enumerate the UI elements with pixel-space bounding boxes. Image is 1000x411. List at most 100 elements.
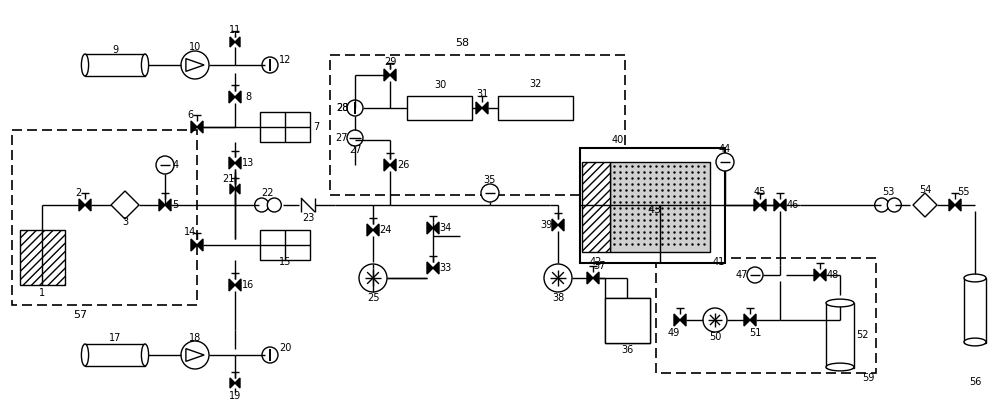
Text: 35: 35 (484, 175, 496, 185)
Text: 21: 21 (222, 174, 234, 184)
Text: 13: 13 (242, 158, 254, 168)
Polygon shape (390, 159, 396, 171)
Text: 26: 26 (397, 160, 409, 170)
Bar (964, 278, 986, 343)
Polygon shape (85, 199, 91, 211)
Text: 43: 43 (648, 205, 662, 215)
Ellipse shape (141, 344, 149, 366)
Text: 56: 56 (969, 377, 981, 387)
Text: 24: 24 (379, 225, 391, 235)
Text: 11: 11 (229, 25, 241, 35)
Text: 4: 4 (173, 160, 179, 170)
Text: 12: 12 (279, 55, 291, 65)
Polygon shape (235, 37, 240, 47)
Text: 44: 44 (719, 144, 731, 154)
Circle shape (747, 267, 763, 283)
Text: 51: 51 (749, 328, 761, 338)
Polygon shape (367, 224, 373, 236)
Bar (580, 148, 725, 263)
Text: 7: 7 (313, 122, 319, 132)
Ellipse shape (81, 54, 89, 76)
Text: 9: 9 (112, 45, 118, 55)
Polygon shape (754, 199, 760, 211)
Bar (330, 55, 625, 195)
Bar (85, 54, 145, 76)
Circle shape (481, 184, 499, 202)
Bar (12, 130, 197, 305)
Text: 59: 59 (862, 373, 874, 383)
Ellipse shape (81, 344, 89, 366)
Bar (407, 96, 472, 120)
Circle shape (716, 153, 734, 171)
Polygon shape (680, 314, 686, 326)
Bar (260, 230, 310, 260)
Polygon shape (229, 91, 235, 103)
Circle shape (887, 198, 901, 212)
Text: 5: 5 (172, 200, 178, 210)
Text: 15: 15 (279, 257, 291, 267)
Polygon shape (229, 279, 235, 291)
Text: 32: 32 (529, 79, 541, 89)
Bar (605, 298, 650, 343)
Circle shape (262, 57, 278, 73)
Polygon shape (230, 37, 235, 47)
Ellipse shape (964, 274, 986, 282)
Text: 8: 8 (245, 92, 251, 102)
Circle shape (255, 198, 269, 212)
Bar (582, 162, 610, 252)
Text: 55: 55 (957, 187, 969, 197)
Polygon shape (191, 121, 197, 133)
Text: 39: 39 (540, 220, 552, 230)
Polygon shape (558, 219, 564, 231)
Circle shape (347, 100, 363, 116)
Text: 52: 52 (856, 330, 868, 340)
Polygon shape (159, 199, 165, 211)
Polygon shape (235, 279, 241, 291)
Text: 45: 45 (754, 187, 766, 197)
Text: 2: 2 (75, 188, 81, 198)
Ellipse shape (826, 363, 854, 371)
Text: 28: 28 (336, 103, 348, 113)
Polygon shape (197, 239, 203, 251)
Polygon shape (476, 102, 482, 114)
Text: 33: 33 (439, 263, 451, 273)
Text: 41: 41 (713, 257, 725, 267)
Polygon shape (593, 272, 599, 284)
Polygon shape (949, 199, 955, 211)
Polygon shape (674, 314, 680, 326)
Circle shape (156, 156, 174, 174)
Text: 31: 31 (476, 89, 488, 99)
Circle shape (181, 341, 209, 369)
Bar (656, 258, 876, 373)
Text: 36: 36 (621, 345, 633, 355)
Polygon shape (235, 91, 241, 103)
Polygon shape (235, 378, 240, 388)
Circle shape (262, 347, 278, 363)
Circle shape (267, 198, 281, 212)
Text: 10: 10 (189, 42, 201, 52)
Text: 37: 37 (594, 261, 606, 271)
Circle shape (359, 264, 387, 292)
Polygon shape (373, 224, 379, 236)
Text: 14: 14 (184, 227, 196, 237)
Text: 17: 17 (109, 333, 121, 343)
Text: 58: 58 (455, 38, 469, 48)
Polygon shape (760, 199, 766, 211)
Text: 49: 49 (668, 328, 680, 338)
Text: 3: 3 (122, 217, 128, 227)
Text: 46: 46 (787, 200, 799, 210)
Bar (605, 298, 650, 343)
Text: 30: 30 (434, 80, 446, 90)
Polygon shape (814, 269, 820, 281)
Text: 25: 25 (367, 293, 379, 303)
Text: 20: 20 (279, 343, 291, 353)
Polygon shape (750, 314, 756, 326)
Circle shape (703, 308, 727, 332)
Polygon shape (820, 269, 826, 281)
Polygon shape (384, 159, 390, 171)
Polygon shape (427, 262, 433, 274)
Bar (85, 344, 145, 366)
Text: 27: 27 (336, 133, 348, 143)
Text: 29: 29 (384, 57, 396, 67)
Text: 50: 50 (709, 332, 721, 342)
